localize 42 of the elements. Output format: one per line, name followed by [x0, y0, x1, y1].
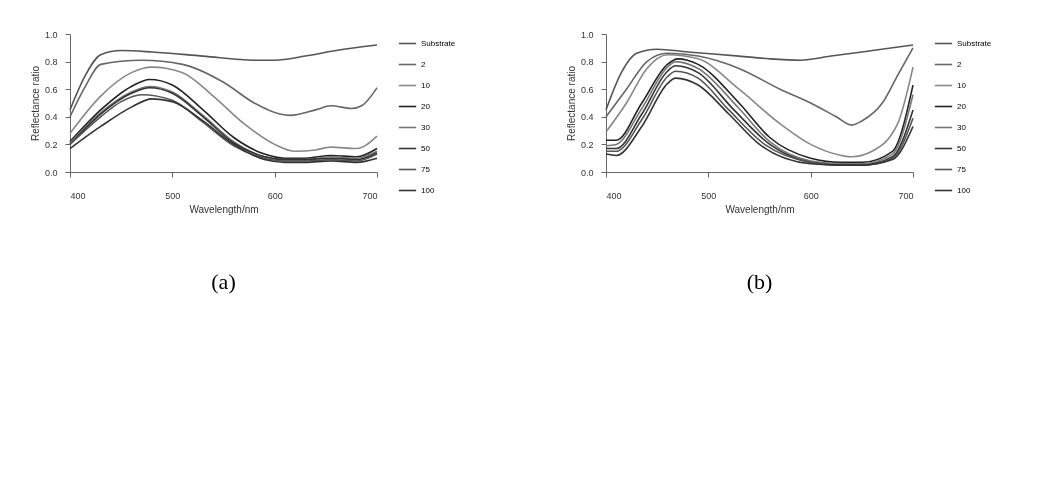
- legend-label: Substrate: [421, 38, 456, 48]
- y-tick-label: 0.2: [44, 139, 58, 150]
- legend-label: 100: [957, 185, 971, 195]
- x-tick-label: 700: [898, 190, 914, 201]
- legend-label: 100: [421, 185, 435, 195]
- legend-label: 75: [421, 164, 431, 174]
- x-tick-label: 400: [70, 190, 86, 201]
- legend-label: 30: [421, 122, 431, 132]
- y-tick-label: 0.6: [580, 84, 594, 95]
- y-tick-label: 0.0: [580, 167, 594, 178]
- y-tick-label: 1.0: [44, 29, 58, 40]
- y-axis-title: Reflectance ratio: [565, 65, 577, 142]
- legend-label: 2: [421, 59, 426, 69]
- y-tick-label: 0.4: [44, 112, 58, 123]
- legend-label: 75: [957, 164, 967, 174]
- x-tick-label: 400: [606, 190, 622, 201]
- y-tick-label: 0.2: [580, 139, 594, 150]
- legend-label: 20: [421, 101, 431, 111]
- y-axis-title: Reflectance ratio: [29, 65, 41, 142]
- x-tick-label: 500: [701, 190, 717, 201]
- legend-label: 10: [957, 80, 967, 90]
- y-tick-label: 1.0: [580, 29, 594, 40]
- legend-label: 2: [957, 59, 962, 69]
- text: (a): [211, 269, 236, 294]
- y-tick-label: 0.8: [580, 57, 594, 68]
- text: (b): [746, 269, 773, 294]
- x-axis-title: Wavelength/nm: [189, 203, 259, 215]
- legend-label: 50: [957, 143, 967, 153]
- y-tick-label: 0.0: [44, 167, 58, 178]
- x-tick-label: 600: [267, 190, 283, 201]
- legend-label: 30: [957, 122, 967, 132]
- legend-label: 10: [421, 80, 431, 90]
- legend-label: Substrate: [957, 38, 992, 48]
- x-tick-label: 600: [803, 190, 819, 201]
- x-axis-title: Wavelength/nm: [725, 203, 795, 215]
- y-tick-label: 0.4: [580, 112, 594, 123]
- y-tick-label: 0.6: [44, 84, 58, 95]
- x-tick-label: 700: [362, 190, 378, 201]
- x-tick-label: 500: [165, 190, 181, 201]
- y-tick-label: 0.8: [44, 57, 58, 68]
- legend-label: 20: [957, 101, 967, 111]
- legend-label: 50: [421, 143, 431, 153]
